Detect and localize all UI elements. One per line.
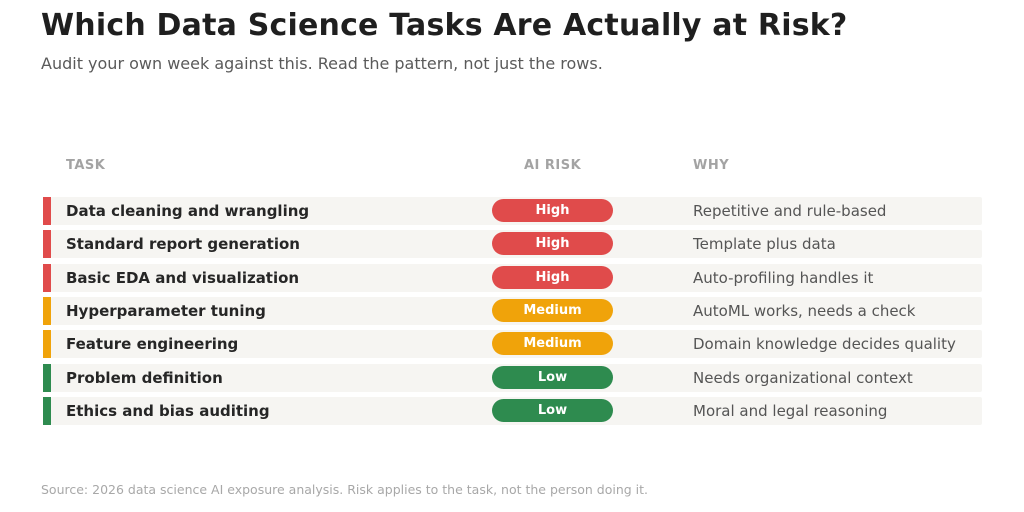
column-header-why: WHY — [693, 158, 730, 173]
table-row: Standard report generation High Template p… — [43, 230, 982, 259]
table-row: Basic EDA and visualization High Auto-prof… — [43, 263, 982, 292]
risk-badge: Low — [492, 365, 613, 389]
why-label: Needs organizational context — [693, 368, 913, 387]
task-label: Data cleaning and wrangling — [66, 202, 310, 220]
why-label: Template plus data — [693, 235, 836, 254]
risk-accent-bar — [43, 330, 51, 359]
risk-badge: Medium — [492, 332, 613, 356]
why-label: Auto-profiling handles it — [693, 268, 874, 287]
risk-badge: High — [492, 265, 613, 289]
risk-badge: Medium — [492, 298, 613, 322]
why-label: Repetitive and rule-based — [693, 202, 887, 220]
table-row: Problem definition Low Needs organizationa… — [43, 363, 982, 392]
risk-accent-bar — [43, 263, 51, 292]
column-header-ai-risk: AI RISK — [524, 158, 582, 173]
task-label: Ethics and bias auditing — [66, 401, 270, 420]
risk-badge: Low — [492, 398, 613, 422]
task-label: Hyperparameter tuning — [66, 301, 266, 320]
chart-title: Which Data Science Tasks Are Actually at… — [41, 8, 848, 43]
column-header-task: TASK — [66, 158, 106, 173]
task-label: Standard report generation — [66, 235, 300, 254]
why-label: AutoML works, needs a check — [693, 301, 916, 320]
risk-accent-bar — [43, 396, 51, 425]
table-row: Feature engineering Medium Domain knowledg… — [43, 330, 982, 359]
risk-accent-bar — [43, 363, 51, 392]
table-row: Hyperparameter tuning Medium AutoML works,… — [43, 296, 982, 325]
task-label: Problem definition — [66, 368, 223, 387]
risk-badge: High — [492, 232, 613, 256]
risk-accent-bar — [43, 230, 51, 259]
task-label: Feature engineering — [66, 335, 239, 354]
why-label: Moral and legal reasoning — [693, 401, 888, 420]
chart-subtitle: Audit your own week against this. Read t… — [41, 54, 603, 73]
why-label: Domain knowledge decides quality — [693, 335, 956, 354]
risk-badge: High — [492, 199, 613, 222]
task-label: Basic EDA and visualization — [66, 268, 300, 287]
table-row: Data cleaning and wrangling High Repetitiv… — [43, 197, 982, 225]
risk-accent-bar — [43, 197, 51, 225]
source-note: Source: 2026 data science AI exposure an… — [41, 482, 649, 497]
table-row: Ethics and bias auditing Low Moral and leg… — [43, 396, 982, 425]
risk-accent-bar — [43, 296, 51, 325]
